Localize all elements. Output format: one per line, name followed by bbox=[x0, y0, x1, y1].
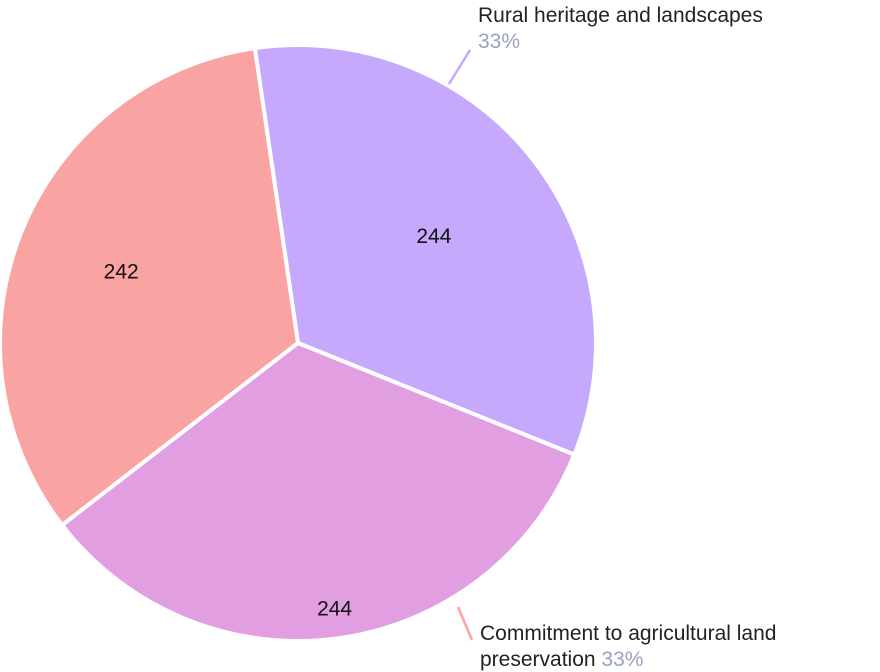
category-label-line-2: preservation bbox=[480, 648, 601, 671]
value-labels: 244 242 244 bbox=[104, 225, 452, 621]
category-label-agricultural-preservation: Commitment to agricultural land preserva… bbox=[480, 622, 782, 671]
pie-slice-0 bbox=[252, 42, 598, 458]
value-label-2: 244 bbox=[317, 598, 352, 621]
leader-lines bbox=[447, 49, 474, 641]
category-label-rural-heritage: Rural heritage and landscapes bbox=[478, 4, 763, 27]
leader-line-0 bbox=[447, 49, 472, 85]
leader-line-1 bbox=[456, 606, 474, 641]
percent-label-agricultural-preservation: 33% bbox=[601, 648, 643, 671]
value-label-0: 244 bbox=[416, 225, 451, 248]
category-label-line-1: Commitment to agricultural land bbox=[480, 622, 776, 645]
percent-label-rural-heritage: 33% bbox=[478, 30, 520, 53]
pie-slice-1 bbox=[0, 45, 301, 528]
pie-slices bbox=[0, 42, 598, 643]
value-label-1: 242 bbox=[104, 261, 139, 284]
pie-slice-2 bbox=[59, 340, 577, 643]
